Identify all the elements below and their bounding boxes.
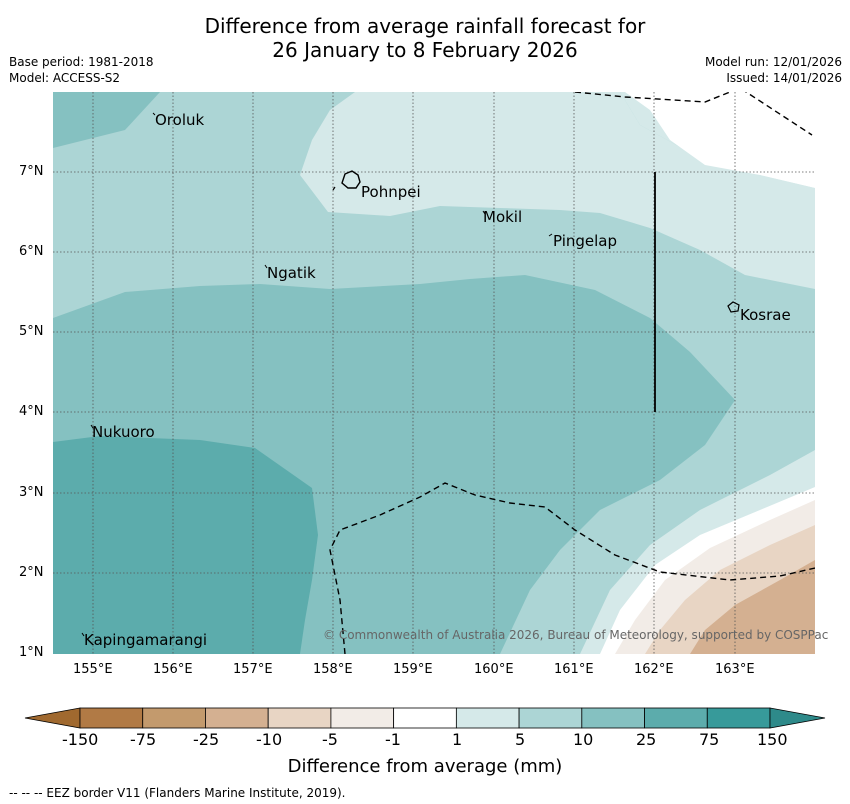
lat-label-2n: 2°N: [19, 565, 44, 580]
lon-label-162e: 162°E: [634, 662, 674, 677]
colorbar-tick-neg1: -1: [385, 730, 401, 749]
lat-label-6n: 6°N: [19, 244, 44, 259]
model-run: Model run: 12/01/2026: [704, 55, 842, 69]
contour-10-25-nw: [53, 92, 160, 148]
colorbar-swatch: [330, 707, 395, 729]
contour-25-75-sw: [53, 436, 318, 654]
colorbar-tick-10: 10: [573, 730, 594, 749]
lon-label-156e: 156°E: [153, 662, 193, 677]
colorbar-tick-1: 1: [452, 730, 463, 749]
place-label-nukuoro: Nukuoro: [92, 423, 155, 441]
colorbar-tick-neg150: -150: [62, 730, 99, 749]
atoll-markers: [81, 112, 553, 637]
place-label-oroluk: Oroluk: [155, 111, 205, 129]
colorbar-swatch: [455, 707, 520, 729]
ant-atoll-icon: [332, 186, 336, 191]
lon-label-163e: 163°E: [715, 662, 755, 677]
place-label-pingelap: Pingelap: [553, 232, 618, 250]
lat-label-5n: 5°N: [19, 324, 44, 339]
lon-label-161e: 161°E: [554, 662, 594, 677]
place-label-pohnpei: Pohnpei: [361, 183, 421, 201]
colorbar-swatch: [644, 707, 708, 729]
colorbar-arrow-left: [24, 707, 81, 729]
colorbar-swatch: [267, 707, 332, 729]
colorbar-swatch: [518, 707, 583, 729]
colorbar-tick-neg5: -5: [322, 730, 338, 749]
colorbar-swatch: [205, 707, 269, 729]
colorbar-title: Difference from average (mm): [287, 756, 563, 777]
colorbar-swatch: [142, 707, 206, 729]
colorbar-tick-150: 150: [757, 730, 788, 749]
colorbar-swatch: [393, 707, 457, 729]
colorbar: [24, 707, 826, 729]
colorbar-arrow-right: [769, 707, 826, 729]
meta-left: Base period: 1981-2018 Model: ACCESS-S2: [9, 54, 154, 86]
lon-label-158e: 158°E: [313, 662, 353, 677]
colorbar-tick-neg10: -10: [256, 730, 283, 749]
colorbar-swatches: [24, 707, 826, 729]
lat-label-3n: 3°N: [19, 485, 44, 500]
lat-label-7n: 7°N: [19, 164, 44, 179]
map-copyright: © Commonwealth of Australia 2026, Bureau…: [323, 628, 829, 642]
issued-date: Issued: 14/01/2026: [726, 71, 842, 85]
kosrae-island-icon: [727, 301, 740, 313]
colorbar-swatch: [581, 707, 645, 729]
title-line-1: Difference from average rainfall forecas…: [204, 14, 646, 38]
place-label-kosrae: Kosrae: [740, 306, 791, 324]
colorbar-tick-neg75: -75: [130, 730, 157, 749]
contour-white-ne: [625, 92, 815, 188]
lon-label-155e: 155°E: [73, 662, 113, 677]
lat-label-1n: 1°N: [19, 645, 44, 660]
colorbar-swatch: [79, 707, 144, 729]
place-label-ngatik: Ngatik: [267, 264, 316, 282]
place-label-kapingamarangi: Kapingamarangi: [84, 631, 208, 649]
eez-footer-note: -- -- -- EEZ border V11 (Flanders Marine…: [9, 786, 346, 800]
lon-label-157e: 157°E: [233, 662, 273, 677]
contour-1-5-central: [300, 92, 815, 289]
model-name: Model: ACCESS-S2: [9, 71, 121, 85]
colorbar-tick-25: 25: [636, 730, 657, 749]
base-period: Base period: 1981-2018: [9, 55, 154, 69]
map-title: Difference from average rainfall forecas…: [0, 14, 850, 62]
lat-label-4n: 4°N: [19, 404, 44, 419]
eez-borders: [329, 92, 815, 654]
colorbar-swatch: [706, 707, 771, 729]
title-line-2: 26 January to 8 February 2026: [272, 38, 578, 62]
grid-lines: [53, 92, 815, 654]
contour-fills: [53, 92, 815, 654]
contour-neg-10-25: [690, 560, 815, 654]
place-label-mokil: Mokil: [483, 208, 523, 226]
colorbar-tick-75: 75: [699, 730, 720, 749]
colorbar-tick-neg25: -25: [193, 730, 220, 749]
lon-label-159e: 159°E: [393, 662, 433, 677]
meta-right: Model run: 12/01/2026 Issued: 14/01/2026: [705, 54, 842, 86]
lon-label-160e: 160°E: [474, 662, 514, 677]
pohnpei-island-icon: [341, 170, 361, 189]
colorbar-tick-5: 5: [515, 730, 526, 749]
